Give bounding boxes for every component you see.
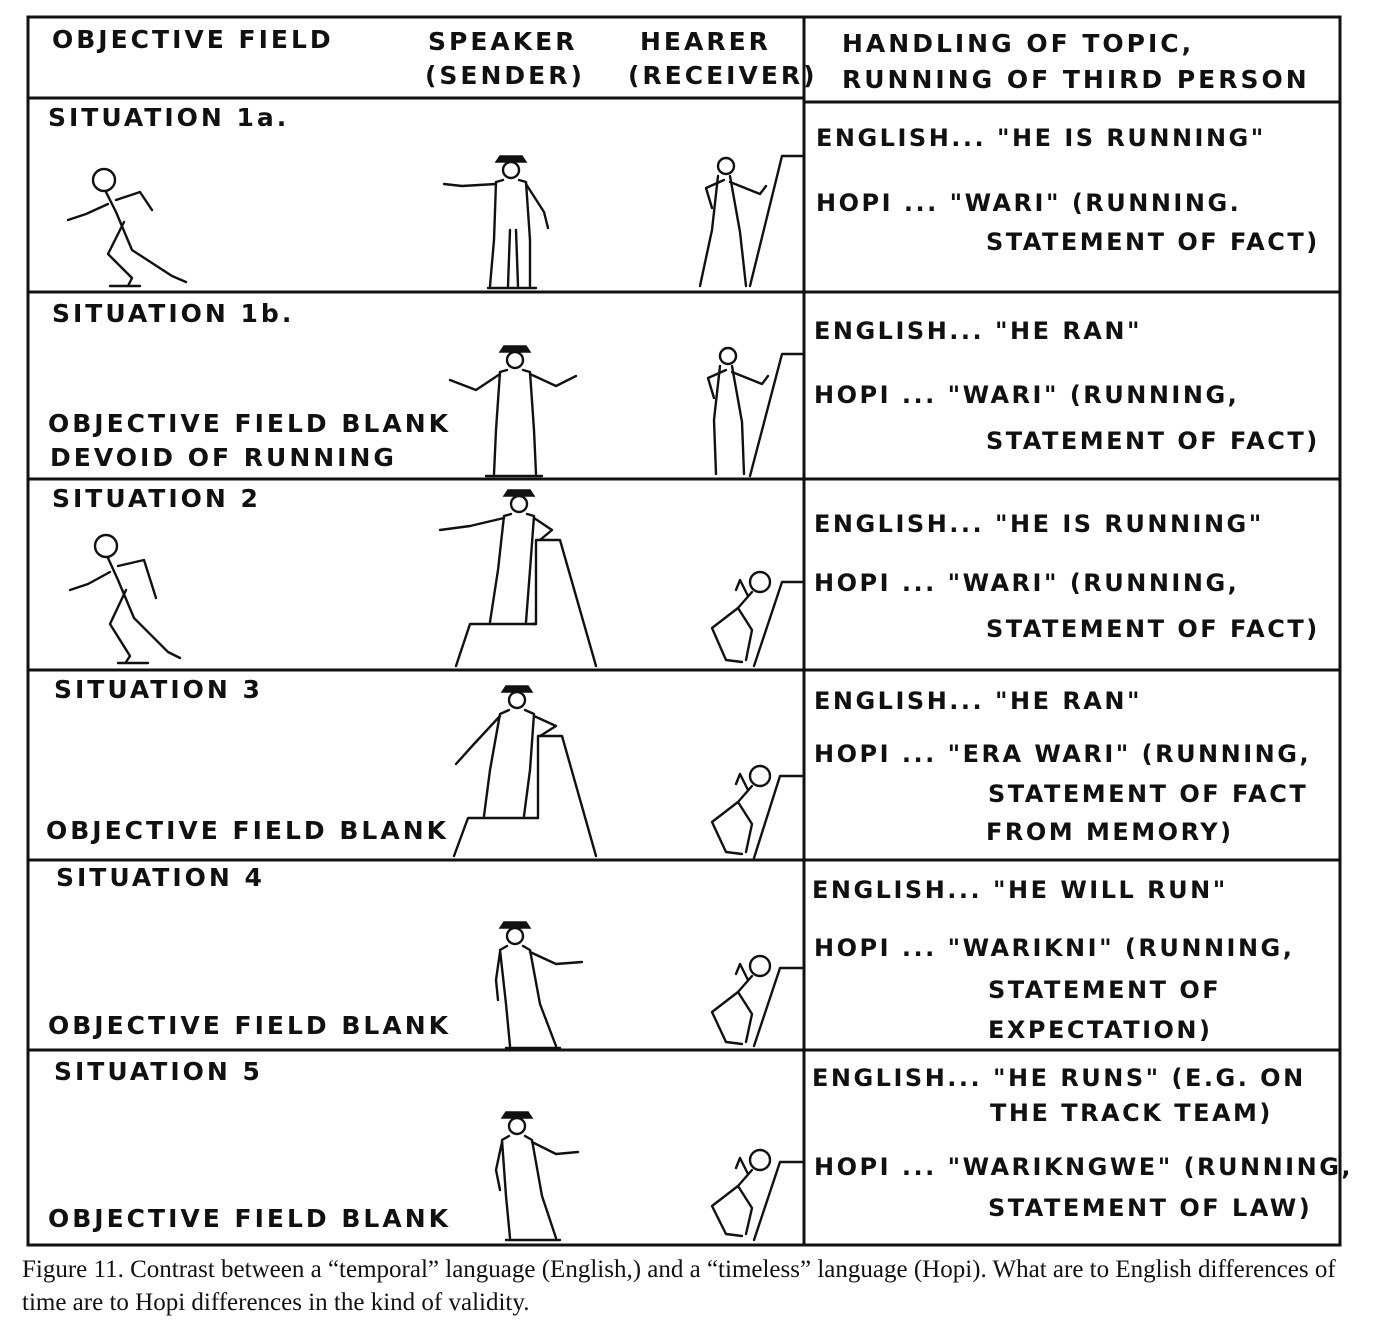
header-handling: HANDLING OF TOPIC,	[842, 29, 1194, 58]
row-situation-5: SITUATION 5 OBJECTIVE FIELD BLANK ENGLIS…	[48, 1057, 1353, 1242]
situation-label: SITUATION 3	[54, 675, 263, 704]
hopi-line: STATEMENT OF FACT)	[986, 615, 1320, 643]
hopi-line: HOPI ... "ERA WARI" (RUNNING,	[814, 740, 1311, 768]
hopi-line: FROM MEMORY)	[986, 818, 1234, 846]
speaker-figure	[494, 1111, 580, 1242]
field-text: OBJECTIVE FIELD BLANK	[46, 816, 449, 845]
hearer-figure	[706, 346, 804, 478]
situation-label: SITUATION 1a.	[48, 103, 289, 132]
hopi-line: STATEMENT OF FACT)	[986, 228, 1320, 256]
row-situation-2: SITUATION 2 ENGLISH... "HE IS RUNNING" H…	[52, 484, 1320, 668]
hopi-line: STATEMENT OF FACT)	[986, 427, 1320, 455]
english-line: THE TRACK TEAM)	[990, 1099, 1273, 1127]
hearer-figure	[698, 154, 804, 288]
speaker-figure	[448, 345, 578, 478]
hopi-line: STATEMENT OF LAW)	[988, 1194, 1312, 1222]
table-header: OBJECTIVE FIELD SPEAKER (SENDER) HEARER …	[52, 25, 1310, 94]
hearer-figure	[710, 764, 804, 860]
english-line: ENGLISH... "HE IS RUNNING"	[816, 124, 1266, 152]
hopi-line: HOPI ... "WARIKNI" (RUNNING,	[814, 934, 1294, 962]
header-sender: (SENDER)	[425, 61, 585, 90]
situation-label: SITUATION 4	[56, 863, 265, 892]
speaker-figure	[494, 921, 584, 1050]
hopi-line: HOPI ... "WARI" (RUNNING,	[814, 381, 1239, 409]
hearer-figure	[710, 1148, 804, 1242]
row-situation-1b: SITUATION 1b. OBJECTIVE FIELD BLANK DEVO…	[48, 299, 1320, 478]
header-receiver: (RECEIVER)	[628, 61, 818, 90]
field-text: OBJECTIVE FIELD BLANK	[48, 409, 451, 438]
row-situation-4: SITUATION 4 OBJECTIVE FIELD BLANK ENGLIS…	[48, 863, 1294, 1050]
table-grid	[26, 15, 1342, 1247]
row-situation-3: SITUATION 3 OBJECTIVE FIELD BLANK ENGLIS…	[46, 675, 1311, 860]
field-text: DEVOID OF RUNNING	[50, 443, 397, 472]
english-line: ENGLISH... "HE IS RUNNING"	[814, 510, 1264, 538]
situation-label: SITUATION 5	[54, 1057, 263, 1086]
hopi-line: STATEMENT OF FACT	[988, 780, 1308, 808]
figure-caption: Figure 11. Contrast between a “temporal”…	[22, 1256, 1336, 1316]
hopi-line: STATEMENT OF	[988, 976, 1221, 1004]
field-text: OBJECTIVE FIELD BLANK	[48, 1204, 451, 1233]
header-running: RUNNING OF THIRD PERSON	[842, 65, 1310, 94]
hearer-figure	[710, 570, 804, 668]
speaker-figure	[442, 155, 550, 290]
speaker-figure	[438, 489, 598, 668]
row-situation-1a: SITUATION 1a. ENGLISH... "HE IS RUNNING"…	[48, 103, 1320, 290]
hopi-line: EXPECTATION)	[988, 1016, 1212, 1044]
hearer-figure	[710, 954, 804, 1048]
english-line: ENGLISH... "HE RUNS" (E.G. ON	[812, 1064, 1306, 1092]
header-hearer: HEARER	[640, 27, 771, 56]
situation-label: SITUATION 2	[52, 484, 261, 513]
english-line: ENGLISH... "HE RAN"	[814, 687, 1142, 715]
runner-figure	[66, 167, 188, 288]
hopi-line: HOPI ... "WARI" (RUNNING,	[814, 569, 1239, 597]
situation-label: SITUATION 1b.	[52, 299, 294, 328]
hopi-line: HOPI ... "WARI" (RUNNING.	[816, 189, 1241, 217]
field-text: OBJECTIVE FIELD BLANK	[48, 1011, 451, 1040]
hopi-line: HOPI ... "WARIKNGWE" (RUNNING,	[814, 1153, 1353, 1181]
english-line: ENGLISH... "HE RAN"	[814, 317, 1142, 345]
runner-figure	[68, 533, 182, 665]
speaker-figure	[452, 685, 598, 858]
english-line: ENGLISH... "HE WILL RUN"	[812, 876, 1228, 904]
header-objective-field: OBJECTIVE FIELD	[52, 25, 334, 54]
header-speaker: SPEAKER	[428, 27, 577, 56]
